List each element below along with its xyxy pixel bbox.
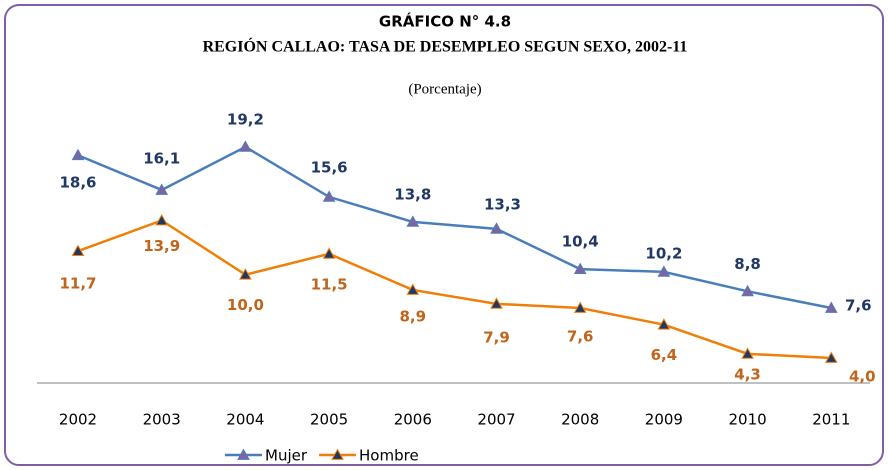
- data-point: [155, 183, 169, 195]
- x-tick-label: 2009: [645, 411, 683, 429]
- chart-title: GRÁFICO N° 4.8: [379, 12, 511, 31]
- data-label: 4,3: [734, 365, 761, 383]
- frame: [4, 4, 884, 466]
- data-label: 6,4: [651, 346, 678, 364]
- legend-marker: [331, 448, 344, 460]
- data-point: [239, 140, 252, 152]
- data-point: [741, 284, 754, 297]
- data-point: [657, 318, 671, 330]
- chart-subtitle: REGIÓN CALLAO: TASA DE DESEMPLEO SEGUN S…: [203, 37, 688, 56]
- x-tick-label: 2011: [812, 411, 850, 429]
- data-point: [322, 247, 336, 259]
- data-point: [741, 347, 754, 359]
- data-label: 10,0: [227, 296, 264, 314]
- data-label: 11,7: [59, 275, 96, 293]
- data-label: 19,2: [227, 110, 264, 128]
- data-label: 11,5: [311, 275, 348, 293]
- data-label: 15,6: [311, 158, 348, 176]
- data-point: [239, 268, 252, 280]
- data-label: 8,9: [400, 307, 427, 325]
- data-point: [657, 265, 671, 277]
- data-label: 10,4: [562, 233, 599, 251]
- data-label: 13,3: [484, 195, 521, 213]
- data-point: [490, 222, 503, 234]
- x-tick-label: 2010: [729, 411, 767, 429]
- data-label: 18,6: [59, 174, 96, 192]
- legend-label: Hombre: [359, 447, 419, 465]
- data-point: [824, 351, 838, 363]
- data-point: [71, 244, 85, 256]
- data-label: 7,9: [483, 328, 510, 346]
- legend-marker: [237, 448, 250, 460]
- x-tick-label: 2005: [310, 411, 348, 429]
- unit-note: (Porcentaje): [408, 81, 481, 97]
- data-label: 13,9: [143, 237, 180, 255]
- x-tick-label: 2006: [394, 411, 432, 429]
- data-point: [573, 262, 587, 275]
- data-label: 4,0: [849, 368, 876, 386]
- data-point: [71, 148, 85, 161]
- legend-label: Mujer: [265, 447, 308, 465]
- data-point: [490, 297, 503, 309]
- data-label: 7,6: [567, 328, 594, 346]
- x-tick-label: 2007: [477, 411, 515, 429]
- x-tick-label: 2002: [59, 411, 97, 429]
- data-point: [406, 215, 420, 227]
- x-tick-label: 2003: [143, 411, 181, 429]
- data-label: 7,6: [845, 297, 872, 315]
- series-line: [77, 145, 832, 310]
- data-point: [573, 301, 587, 313]
- data-point: [406, 283, 420, 295]
- x-tick-label: 2008: [561, 411, 599, 429]
- data-point: [155, 213, 169, 226]
- data-point: [322, 190, 336, 202]
- data-label: 13,8: [394, 185, 431, 203]
- data-label: 16,1: [143, 149, 180, 167]
- data-point: [824, 301, 838, 313]
- data-label: 8,8: [734, 255, 761, 273]
- series-line: [77, 219, 832, 360]
- data-label: 10,2: [645, 244, 682, 262]
- x-tick-label: 2004: [226, 411, 264, 429]
